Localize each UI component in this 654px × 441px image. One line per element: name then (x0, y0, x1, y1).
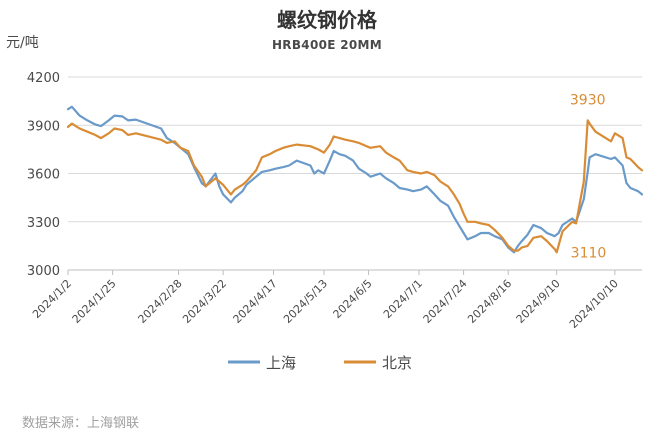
series-lines (66, 105, 644, 254)
annotations: 3930 3110 (570, 92, 606, 261)
series-line-beijing (66, 119, 644, 254)
x-tick-label: 2024/10/10 (567, 277, 621, 331)
legend-label: 上海 (266, 354, 296, 372)
y-tick-label: 3600 (27, 168, 60, 183)
data-label: 3930 (570, 92, 606, 108)
legend-label: 北京 (382, 354, 412, 372)
y-tick-label: 3300 (27, 216, 60, 231)
x-tick-label: 2024/7/24 (421, 277, 470, 326)
y-axis-unit: 元/吨 (6, 35, 39, 51)
data-label: 3110 (571, 245, 607, 261)
x-tick-label: 2024/4/17 (231, 277, 280, 326)
chart-subtitle: HRB400E 20MM (272, 38, 382, 52)
y-tick-label: 3000 (27, 264, 60, 279)
x-tick-label: 2024/1/25 (70, 277, 119, 326)
x-tick-label: 2024/8/16 (465, 277, 514, 326)
data-source: 数据来源：上海钢联 (22, 416, 139, 431)
x-tick-label: 2024/5/13 (281, 277, 330, 326)
legend: 上海 北京 (228, 354, 412, 372)
x-tick-label: 2024/2/28 (136, 277, 185, 326)
x-tick-label: 2024/3/22 (180, 277, 229, 326)
y-tick-label: 3900 (27, 119, 60, 134)
y-tick-label: 4200 (27, 71, 60, 86)
x-tick-label: 2024/7/1 (381, 277, 425, 321)
x-tick-label: 2024/1/2 (30, 277, 74, 321)
gridlines (68, 76, 642, 223)
x-tick-label: 2024/9/10 (514, 277, 563, 326)
chart-title: 螺纹钢价格 (277, 8, 378, 32)
x-tick-label: 2024/6/5 (331, 277, 375, 321)
series-line-shanghai (66, 105, 644, 254)
